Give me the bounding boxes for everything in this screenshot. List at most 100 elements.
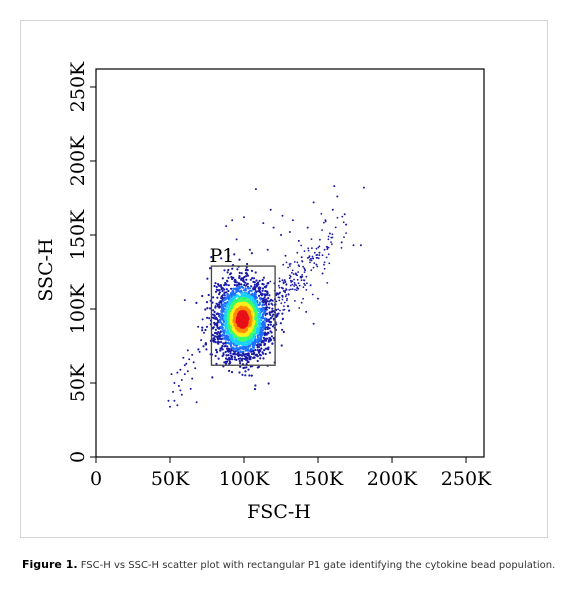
- data-point: [303, 282, 306, 285]
- data-point-dense: [265, 338, 268, 341]
- outlier-point: [362, 186, 365, 189]
- data-point-dense: [235, 281, 238, 284]
- data-point: [288, 289, 291, 291]
- data-point-dense: [242, 352, 245, 355]
- data-point: [303, 250, 306, 253]
- data-point-dense: [215, 348, 218, 352]
- data-point-dense: [248, 374, 251, 377]
- y-tick-label: 50K: [67, 363, 89, 402]
- data-point-dense: [240, 354, 243, 357]
- data-point-dense: [201, 326, 204, 329]
- data-point-dense: [268, 336, 271, 340]
- data-point-dense: [244, 289, 247, 292]
- data-point-dense: [271, 342, 274, 345]
- data-point-dense: [216, 321, 219, 324]
- data-point-dense: [255, 279, 258, 282]
- data-point-dense: [267, 297, 270, 300]
- y-axis-ticks: 0 50K 100K 150K 200K 250K: [67, 61, 96, 463]
- data-point: [311, 255, 314, 258]
- x-tick-label: 50K: [151, 468, 190, 490]
- data-point-dense: [238, 275, 241, 278]
- data-point-dense: [239, 365, 242, 368]
- data-point: [295, 289, 298, 292]
- data-point-dense: [244, 284, 247, 287]
- data-point: [311, 247, 313, 250]
- data-point-dense: [233, 297, 236, 300]
- outlier-point: [317, 297, 319, 300]
- outlier-point: [170, 373, 173, 376]
- data-point: [309, 261, 311, 264]
- data-point-dense: [246, 283, 249, 286]
- data-point-dense: [201, 294, 204, 298]
- data-point: [282, 263, 285, 266]
- y-tick-label: 150K: [67, 209, 89, 260]
- data-point: [287, 293, 290, 295]
- data-point: [316, 254, 319, 256]
- data-point-dense: [243, 289, 246, 292]
- data-point-dense: [201, 329, 204, 332]
- data-point: [312, 257, 314, 260]
- data-point-dense: [230, 371, 234, 374]
- data-point: [296, 261, 299, 264]
- data-point-dense: [239, 357, 242, 360]
- data-point-dense: [214, 328, 217, 331]
- data-point-dense: [219, 341, 223, 344]
- data-point-dense: [226, 360, 229, 363]
- outlier-point: [300, 256, 303, 259]
- data-point: [285, 283, 288, 286]
- outlier-point: [333, 185, 336, 188]
- data-point: [327, 235, 330, 238]
- data-point-dense: [256, 340, 259, 343]
- data-point: [327, 253, 330, 256]
- data-point-dense: [211, 376, 214, 379]
- y-tick-label: 250K: [67, 61, 89, 112]
- data-point: [289, 263, 292, 265]
- data-point-dense: [256, 366, 259, 369]
- data-point: [319, 238, 321, 241]
- data-point-dense: [215, 285, 218, 289]
- gate-p1-rectangle: [210, 265, 276, 366]
- data-point-dense: [261, 289, 264, 292]
- data-point-dense: [223, 330, 226, 333]
- data-point: [310, 259, 313, 262]
- data-point-dense: [221, 294, 224, 297]
- data-point-dense: [240, 272, 243, 275]
- data-point-dense: [253, 291, 257, 294]
- data-point-dense: [224, 344, 227, 348]
- data-point-dense: [268, 327, 271, 330]
- outlier-point: [328, 232, 331, 235]
- data-point-dense: [214, 290, 218, 293]
- data-point: [303, 267, 306, 270]
- data-point-dense: [231, 355, 234, 358]
- data-point: [311, 293, 314, 296]
- data-point: [336, 216, 339, 219]
- data-point-dense: [206, 277, 209, 280]
- data-point: [282, 281, 285, 283]
- data-point-dense: [269, 323, 272, 326]
- data-point: [315, 247, 318, 250]
- outlier-point: [306, 226, 309, 229]
- data-point: [291, 283, 294, 286]
- data-point-dense: [262, 276, 265, 279]
- data-point-dense: [229, 273, 232, 276]
- data-point-dense: [263, 342, 266, 345]
- data-point-dense: [218, 289, 221, 292]
- data-point: [281, 279, 284, 282]
- outlier-point: [324, 219, 327, 222]
- data-point-dense: [231, 358, 234, 361]
- data-point: [303, 279, 305, 282]
- data-point: [310, 269, 313, 272]
- data-point: [296, 278, 299, 281]
- data-point-dense: [250, 374, 253, 377]
- data-point-dense: [251, 277, 254, 280]
- data-point-dense: [205, 325, 209, 328]
- data-point-dense: [204, 308, 207, 311]
- x-tick-label: 250K: [441, 468, 492, 490]
- data-point: [265, 304, 268, 307]
- data-point: [297, 271, 300, 273]
- data-point-dense: [222, 305, 225, 308]
- outlier-point: [235, 238, 238, 241]
- data-point: [304, 284, 306, 286]
- data-point: [317, 257, 320, 260]
- data-point-dense: [225, 291, 228, 294]
